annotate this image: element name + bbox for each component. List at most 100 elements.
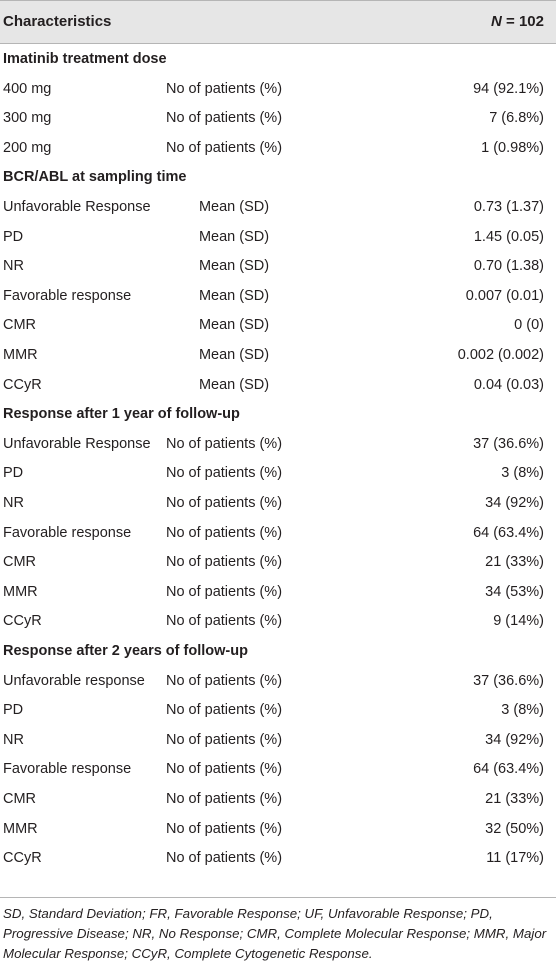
table-row: Unfavorable response No of patients (%) 37… bbox=[0, 667, 556, 697]
row-value: 34 (92%) bbox=[485, 731, 544, 748]
table-row: MMR Mean (SD) 0.002 (0.002) bbox=[0, 341, 556, 371]
row-statistic: No of patients (%) bbox=[165, 80, 283, 97]
row-label: Unfavorable Response bbox=[3, 199, 151, 215]
row-value: 34 (92%) bbox=[485, 495, 544, 511]
row-statistic: No of patients (%) bbox=[165, 139, 283, 156]
row-label: 200 mg bbox=[3, 139, 52, 156]
table-row: Favorable response No of patients (%) 64 (… bbox=[0, 755, 556, 785]
section-header: Response after 1 year of follow-up bbox=[0, 400, 556, 430]
table-footnote: SD, Standard Deviation; FR, Favorable Re… bbox=[3, 906, 547, 961]
row-statistic: Mean (SD) bbox=[198, 287, 270, 304]
row-statistic: Mean (SD) bbox=[198, 228, 270, 245]
table-row: CMR No of patients (%) 21 (33%) bbox=[0, 785, 556, 815]
section-title: Response after 1 year of follow-up bbox=[3, 406, 240, 423]
row-label: NR bbox=[3, 495, 24, 511]
row-value: 37 (36.6%) bbox=[473, 435, 544, 452]
table-row: CMR Mean (SD) 0 (0) bbox=[0, 311, 556, 341]
table-row: Unfavorable Response Mean (SD) 0.73 (1.37) bbox=[0, 193, 556, 223]
row-statistic: No of patients (%) bbox=[165, 435, 283, 452]
row-statistic: No of patients (%) bbox=[165, 672, 283, 689]
row-statistic: Mean (SD) bbox=[198, 317, 270, 334]
table-bottom-rule bbox=[0, 897, 556, 898]
row-value: 11 (17%) bbox=[486, 850, 544, 867]
row-statistic: No of patients (%) bbox=[165, 495, 283, 511]
row-statistic: No of patients (%) bbox=[165, 820, 283, 837]
row-label: 400 mg bbox=[3, 80, 52, 97]
row-label: CCyR bbox=[3, 376, 42, 393]
row-value: 37 (36.6%) bbox=[473, 672, 544, 689]
row-statistic: No of patients (%) bbox=[165, 554, 283, 571]
row-label: PD bbox=[3, 465, 24, 482]
row-value: 0.007 (0.01) bbox=[465, 287, 544, 304]
row-label: PD bbox=[3, 228, 24, 245]
row-statistic: Mean (SD) bbox=[198, 376, 270, 393]
row-label: NR bbox=[3, 258, 24, 275]
row-label: MMR bbox=[3, 347, 38, 363]
row-value: 3 (8%) bbox=[501, 465, 544, 482]
row-label: CCyR bbox=[3, 850, 42, 867]
row-statistic: No of patients (%) bbox=[165, 110, 283, 127]
row-statistic: No of patients (%) bbox=[165, 761, 283, 778]
row-value: 0.002 (0.002) bbox=[457, 347, 544, 363]
header-n: N = 102 bbox=[491, 13, 544, 30]
table-row: NR No of patients (%) 34 (92%) bbox=[0, 489, 556, 519]
table-row: Favorable response No of patients (%) 64 (… bbox=[0, 519, 556, 549]
row-statistic: No of patients (%) bbox=[165, 850, 283, 867]
row-label: Favorable response bbox=[3, 524, 132, 541]
row-label: CMR bbox=[3, 791, 37, 807]
header-n-symbol: N bbox=[491, 13, 502, 30]
row-value: 0.70 (1.38) bbox=[473, 258, 544, 275]
row-statistic: Mean (SD) bbox=[198, 258, 270, 275]
section-title: Imatinib treatment dose bbox=[3, 51, 167, 67]
header-characteristics: Characteristics bbox=[3, 13, 112, 30]
row-statistic: No of patients (%) bbox=[165, 731, 283, 748]
table-row: MMR No of patients (%) 34 (53%) bbox=[0, 578, 556, 608]
row-label: CMR bbox=[3, 554, 37, 571]
table-header: Characteristics N = 102 bbox=[0, 0, 556, 44]
table-row: CCyR No of patients (%) 11 (17%) bbox=[0, 844, 556, 874]
table-row: 400 mg No of patients (%) 94 (92.1%) bbox=[0, 75, 556, 105]
row-statistic: No of patients (%) bbox=[165, 465, 283, 482]
header-n-value: = 102 bbox=[506, 13, 544, 30]
row-statistic: No of patients (%) bbox=[165, 791, 283, 807]
table-row: 200 mg No of patients (%) 1 (0.98%) bbox=[0, 134, 556, 164]
row-value: 64 (63.4%) bbox=[473, 761, 544, 778]
row-value: 21 (33%) bbox=[485, 554, 544, 571]
row-label: MMR bbox=[3, 583, 38, 600]
table-row: MMR No of patients (%) 32 (50%) bbox=[0, 815, 556, 845]
row-value: 9 (14%) bbox=[493, 613, 544, 630]
table-row: NR Mean (SD) 0.70 (1.38) bbox=[0, 252, 556, 282]
table-row: Favorable response Mean (SD) 0.007 (0.01) bbox=[0, 282, 556, 312]
section-header: Imatinib treatment dose bbox=[0, 45, 556, 75]
row-label: Unfavorable Response bbox=[3, 435, 151, 452]
row-value: 64 (63.4%) bbox=[473, 524, 544, 541]
row-value: 1.45 (0.05) bbox=[473, 228, 544, 245]
row-value: 0 (0) bbox=[514, 317, 544, 334]
row-value: 7 (6.8%) bbox=[489, 110, 544, 127]
table-row: PD Mean (SD) 1.45 (0.05) bbox=[0, 223, 556, 253]
row-label: Favorable response bbox=[3, 287, 132, 304]
section-header: BCR/ABL at sampling time bbox=[0, 163, 556, 193]
table-row: CCyR Mean (SD) 0.04 (0.03) bbox=[0, 371, 556, 401]
row-statistic: Mean (SD) bbox=[198, 199, 270, 215]
row-value: 34 (53%) bbox=[485, 583, 544, 600]
row-value: 94 (92.1%) bbox=[473, 80, 544, 97]
row-value: 32 (50%) bbox=[485, 820, 544, 837]
row-value: 21 (33%) bbox=[485, 791, 544, 807]
row-label: CMR bbox=[3, 317, 37, 334]
row-label: NR bbox=[3, 731, 24, 748]
row-label: 300 mg bbox=[3, 110, 52, 127]
row-statistic: No of patients (%) bbox=[165, 613, 283, 630]
row-statistic: No of patients (%) bbox=[165, 524, 283, 541]
row-statistic: No of patients (%) bbox=[165, 583, 283, 600]
row-label: Favorable response bbox=[3, 761, 132, 778]
table-row: 300 mg No of patients (%) 7 (6.8%) bbox=[0, 104, 556, 134]
row-value: 0.73 (1.37) bbox=[473, 199, 544, 215]
section-header: Response after 2 years of follow-up bbox=[0, 637, 556, 667]
row-value: 1 (0.98%) bbox=[481, 139, 544, 156]
row-value: 0.04 (0.03) bbox=[473, 376, 544, 393]
table-row: PD No of patients (%) 3 (8%) bbox=[0, 459, 556, 489]
table-row: CCyR No of patients (%) 9 (14%) bbox=[0, 607, 556, 637]
section-title: BCR/ABL at sampling time bbox=[3, 169, 187, 186]
row-statistic: Mean (SD) bbox=[198, 347, 270, 363]
